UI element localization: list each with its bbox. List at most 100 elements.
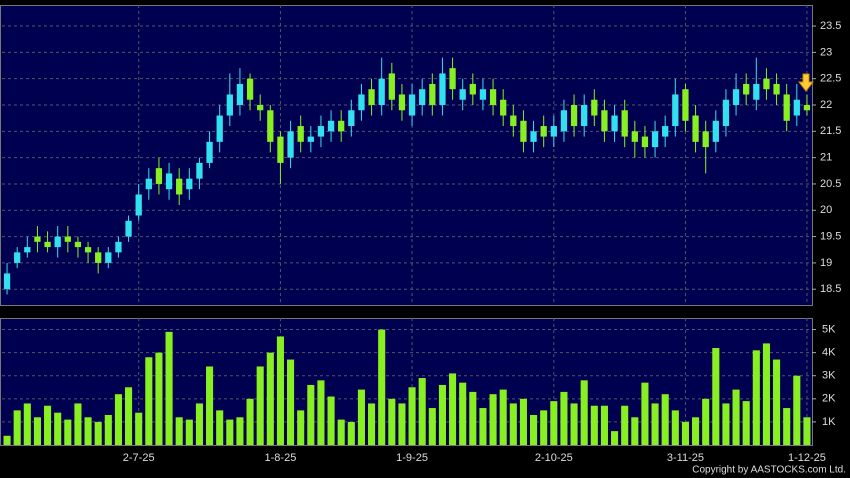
candle-body [64,236,71,242]
candle-body [520,120,527,142]
candle-body [682,89,689,121]
volume-bar [337,419,345,445]
candle-body [702,131,709,148]
volume-bar [459,382,467,445]
candle-body [398,94,406,111]
volume-bar [722,403,730,445]
candle-body [469,83,476,95]
candle-body [530,131,537,142]
volume-bar [702,398,710,445]
volume-bar [13,410,21,445]
candle-body [145,178,152,190]
volume-bar [489,394,497,445]
volume-bar [783,408,791,445]
candle-body [206,141,213,163]
y-tick-label: 19.5 [820,230,841,242]
volume-bar [550,401,558,445]
volume-bar [378,329,386,445]
volume-bar [317,380,325,445]
x-tick-label: 1-8-25 [265,452,297,464]
candle-body [317,126,325,137]
volume-bar [84,417,92,445]
volume-bar [742,401,750,445]
candle-body [307,136,314,142]
candle-body [297,126,304,142]
volume-bar [449,373,457,445]
volume-bar [590,405,598,445]
volume-bar [135,412,143,445]
candle-body [115,241,122,253]
volume-bar [297,410,305,445]
volume-bar [398,403,406,445]
volume-bar [256,366,264,445]
volume-bar [752,350,760,445]
volume-bar [307,384,315,445]
candle-body [368,89,375,105]
candle-body [672,94,679,127]
price-panel [0,5,813,306]
y-tick-label: 4K [822,347,836,359]
volume-bar [408,387,416,445]
candle-body [176,178,183,195]
y-tick-label: 2K [822,393,836,405]
candle-body [662,126,669,137]
candle-body [489,89,497,105]
copyright: Copyright by AASTOCKS.com Ltd. [692,465,846,476]
y-tick-label: 21 [820,152,832,164]
y-tick-label: 21.5 [820,125,841,137]
candle-body [621,110,628,137]
volume-bar [185,419,193,445]
candle-body [165,173,173,190]
candle-body [236,83,244,105]
volume-bar [671,410,679,445]
volume-bar [418,378,426,445]
volume-bar [64,419,72,445]
candle-body [510,115,517,127]
volume-bar [206,366,214,445]
candle-body [105,252,112,263]
candle-body [408,94,416,116]
volume-bar [540,410,548,445]
candle-body [479,89,487,100]
volume-bar [712,348,720,445]
y-tick-label: 3K [822,370,836,382]
candle-body [186,178,193,190]
y-tick-label: 18.5 [820,283,841,295]
volume-bar [560,391,568,445]
volume-bar [519,398,527,445]
volume-bar [611,431,619,445]
volume-bar [773,359,781,445]
candle-body [692,115,699,142]
candle-body [601,110,608,132]
candle-body [125,220,132,237]
candle-body [84,247,92,253]
volume-bar [44,405,52,445]
candle-body [135,194,142,216]
y-tick-label: 19 [820,257,832,269]
candle-body [267,110,274,142]
y-tick-label: 23 [820,46,832,58]
candle-body [449,68,456,90]
candle-body [226,94,233,116]
volume-bar [651,403,659,445]
candle-body [95,252,102,263]
volume-bar [347,421,355,445]
volume-bar [246,398,254,445]
candle-body [753,83,760,100]
volume-bar [600,405,608,445]
candle-body [277,136,284,163]
y-tick-label: 22.5 [820,73,841,85]
candle-body [641,136,649,148]
plot-layer: 18.5 19 19.5 20 20.5 21 21.5 22 22.5 23 23.5 1K 2K 3K… [2,5,841,464]
volume-bar [631,417,639,445]
volume-bar [216,410,224,445]
candle-body [34,236,41,242]
volume-bar [145,357,153,445]
candle-body [743,83,750,95]
volume-bar [661,394,669,445]
candle-body [500,99,507,116]
volume-bar [530,414,538,445]
volume-bar [114,394,122,445]
y-tick-label: 5K [822,323,836,335]
volume-bar [195,403,203,445]
